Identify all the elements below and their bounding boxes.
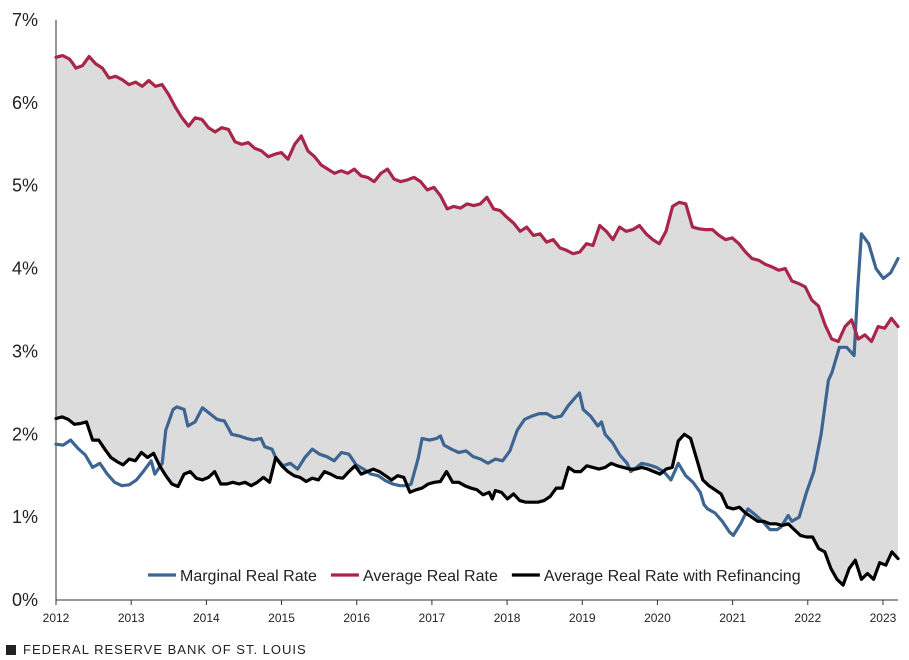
legend-label-marginal-real-rate: Marginal Real Rate (180, 568, 317, 585)
series-line-marginal-real-rate (54, 232, 900, 538)
legend: Marginal Real Rate Average Real Rate Avera… (148, 568, 801, 585)
shaded-band-layer (56, 55, 898, 586)
x-tick-label: 2022 (794, 611, 821, 625)
series-line-average-real-rate-with-refinancing (54, 415, 900, 587)
x-tick-label: 2021 (719, 611, 746, 625)
y-tick-label: 4% (12, 259, 38, 279)
y-tick-label: 7% (12, 10, 38, 30)
y-tick-label: 2% (12, 424, 38, 444)
y-tick-label: 1% (12, 507, 38, 527)
legend-label-average-real-rate-with-refinancing: Average Real Rate with Refinancing (544, 568, 801, 585)
y-tick-label: 3% (12, 341, 38, 361)
y-tick-label: 6% (12, 93, 38, 113)
source-footer: FEDERAL RESERVE BANK OF ST. LOUIS (6, 642, 307, 657)
x-tick-label: 2015 (268, 611, 295, 625)
footer-square-icon (6, 644, 16, 655)
x-tick-label: 2020 (644, 611, 671, 625)
shaded-band (56, 55, 898, 586)
x-tick-label: 2012 (43, 611, 70, 625)
source-label: FEDERAL RESERVE BANK OF ST. LOUIS (23, 642, 307, 657)
y-tick-label: 0% (12, 590, 38, 610)
x-tick-label: 2019 (569, 611, 596, 625)
x-tick-label: 2023 (870, 611, 897, 625)
series-layer (54, 53, 900, 587)
x-tick-label: 2014 (193, 611, 220, 625)
x-tick-label: 2018 (494, 611, 521, 625)
y-tick-label: 5% (12, 176, 38, 196)
x-tick-label: 2017 (419, 611, 446, 625)
series-line-average-real-rate (54, 53, 900, 344)
axis-layer: 0% 1% 2% 3% 4% 5% 6% 7% 2012 2013 2014 2015 2016 2017… (12, 10, 898, 625)
legend-label-average-real-rate: Average Real Rate (363, 568, 498, 585)
line-chart: 0% 1% 2% 3% 4% 5% 6% 7% 2012 2013 2014 2015 2016 2017… (12, 10, 900, 625)
x-tick-label: 2013 (118, 611, 145, 625)
x-tick-label: 2016 (343, 611, 370, 625)
